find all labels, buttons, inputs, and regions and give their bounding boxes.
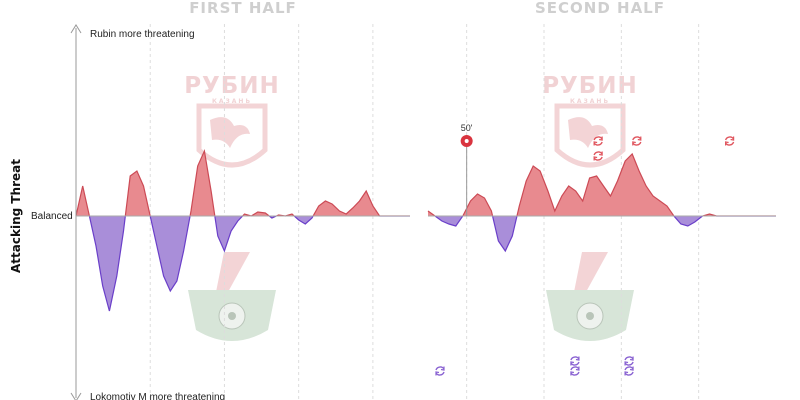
substitution-icon-lokomotiv [570,366,580,376]
home-watermark-text: РУБИН [184,73,280,99]
away-watermark-ball-patch [228,312,236,320]
home-watermark-text: РУБИН [542,73,638,99]
match-events: 50' [435,123,735,376]
substitution-icon-rubin [724,136,735,146]
goal-ball-icon-center [464,139,469,143]
y-axis-title: Attacking Threat [9,159,23,273]
substitution-icon-rubin [632,136,642,146]
home-watermark-emblem [568,117,608,148]
away-watermark-ball-patch [586,312,594,320]
y-top-label: Rubin more threatening [90,29,195,40]
y-axis-arrow-up [70,24,82,34]
substitution-icon-rubin [593,136,603,146]
home-watermark-subtext: КАЗАНЬ [212,98,252,105]
substitution-icon-lokomotiv [624,366,634,376]
y-bottom-label: Lokomotiv M more threatening [90,392,225,400]
home-watermark-shield [554,103,626,168]
axes: Rubin more threatening Balanced Lokomoti… [9,24,776,400]
lokomotiv-threat-line [76,216,410,312]
home-watermark-emblem [210,117,250,148]
first-half-title: FIRST HALF [189,0,297,17]
away-watermark-mark [574,252,608,292]
away-watermark-mark [216,252,250,292]
rubin-threat-area [76,151,410,216]
substitution-icon-lokomotiv [435,366,445,376]
rubin-threat-line [427,152,776,216]
second-half-title: SECOND HALF [535,0,665,17]
half-titles: FIRST HALF SECOND HALF [189,0,665,17]
substitution-icon-rubin [593,151,603,161]
y-center-label: Balanced [31,211,73,222]
home-watermark-shield [196,103,268,168]
rubin-threat-area [428,154,776,216]
y-axis-arrow-down [70,392,82,400]
rubin-threat-line [75,148,410,216]
substitution-icon-lokomotiv [624,356,634,366]
lokomotiv-threat-area [76,216,410,311]
goal-minute-label: 50' [461,123,473,133]
home-watermark-subtext: КАЗАНЬ [570,98,610,105]
threat-areas [75,148,776,312]
substitution-icon-lokomotiv [570,356,580,366]
